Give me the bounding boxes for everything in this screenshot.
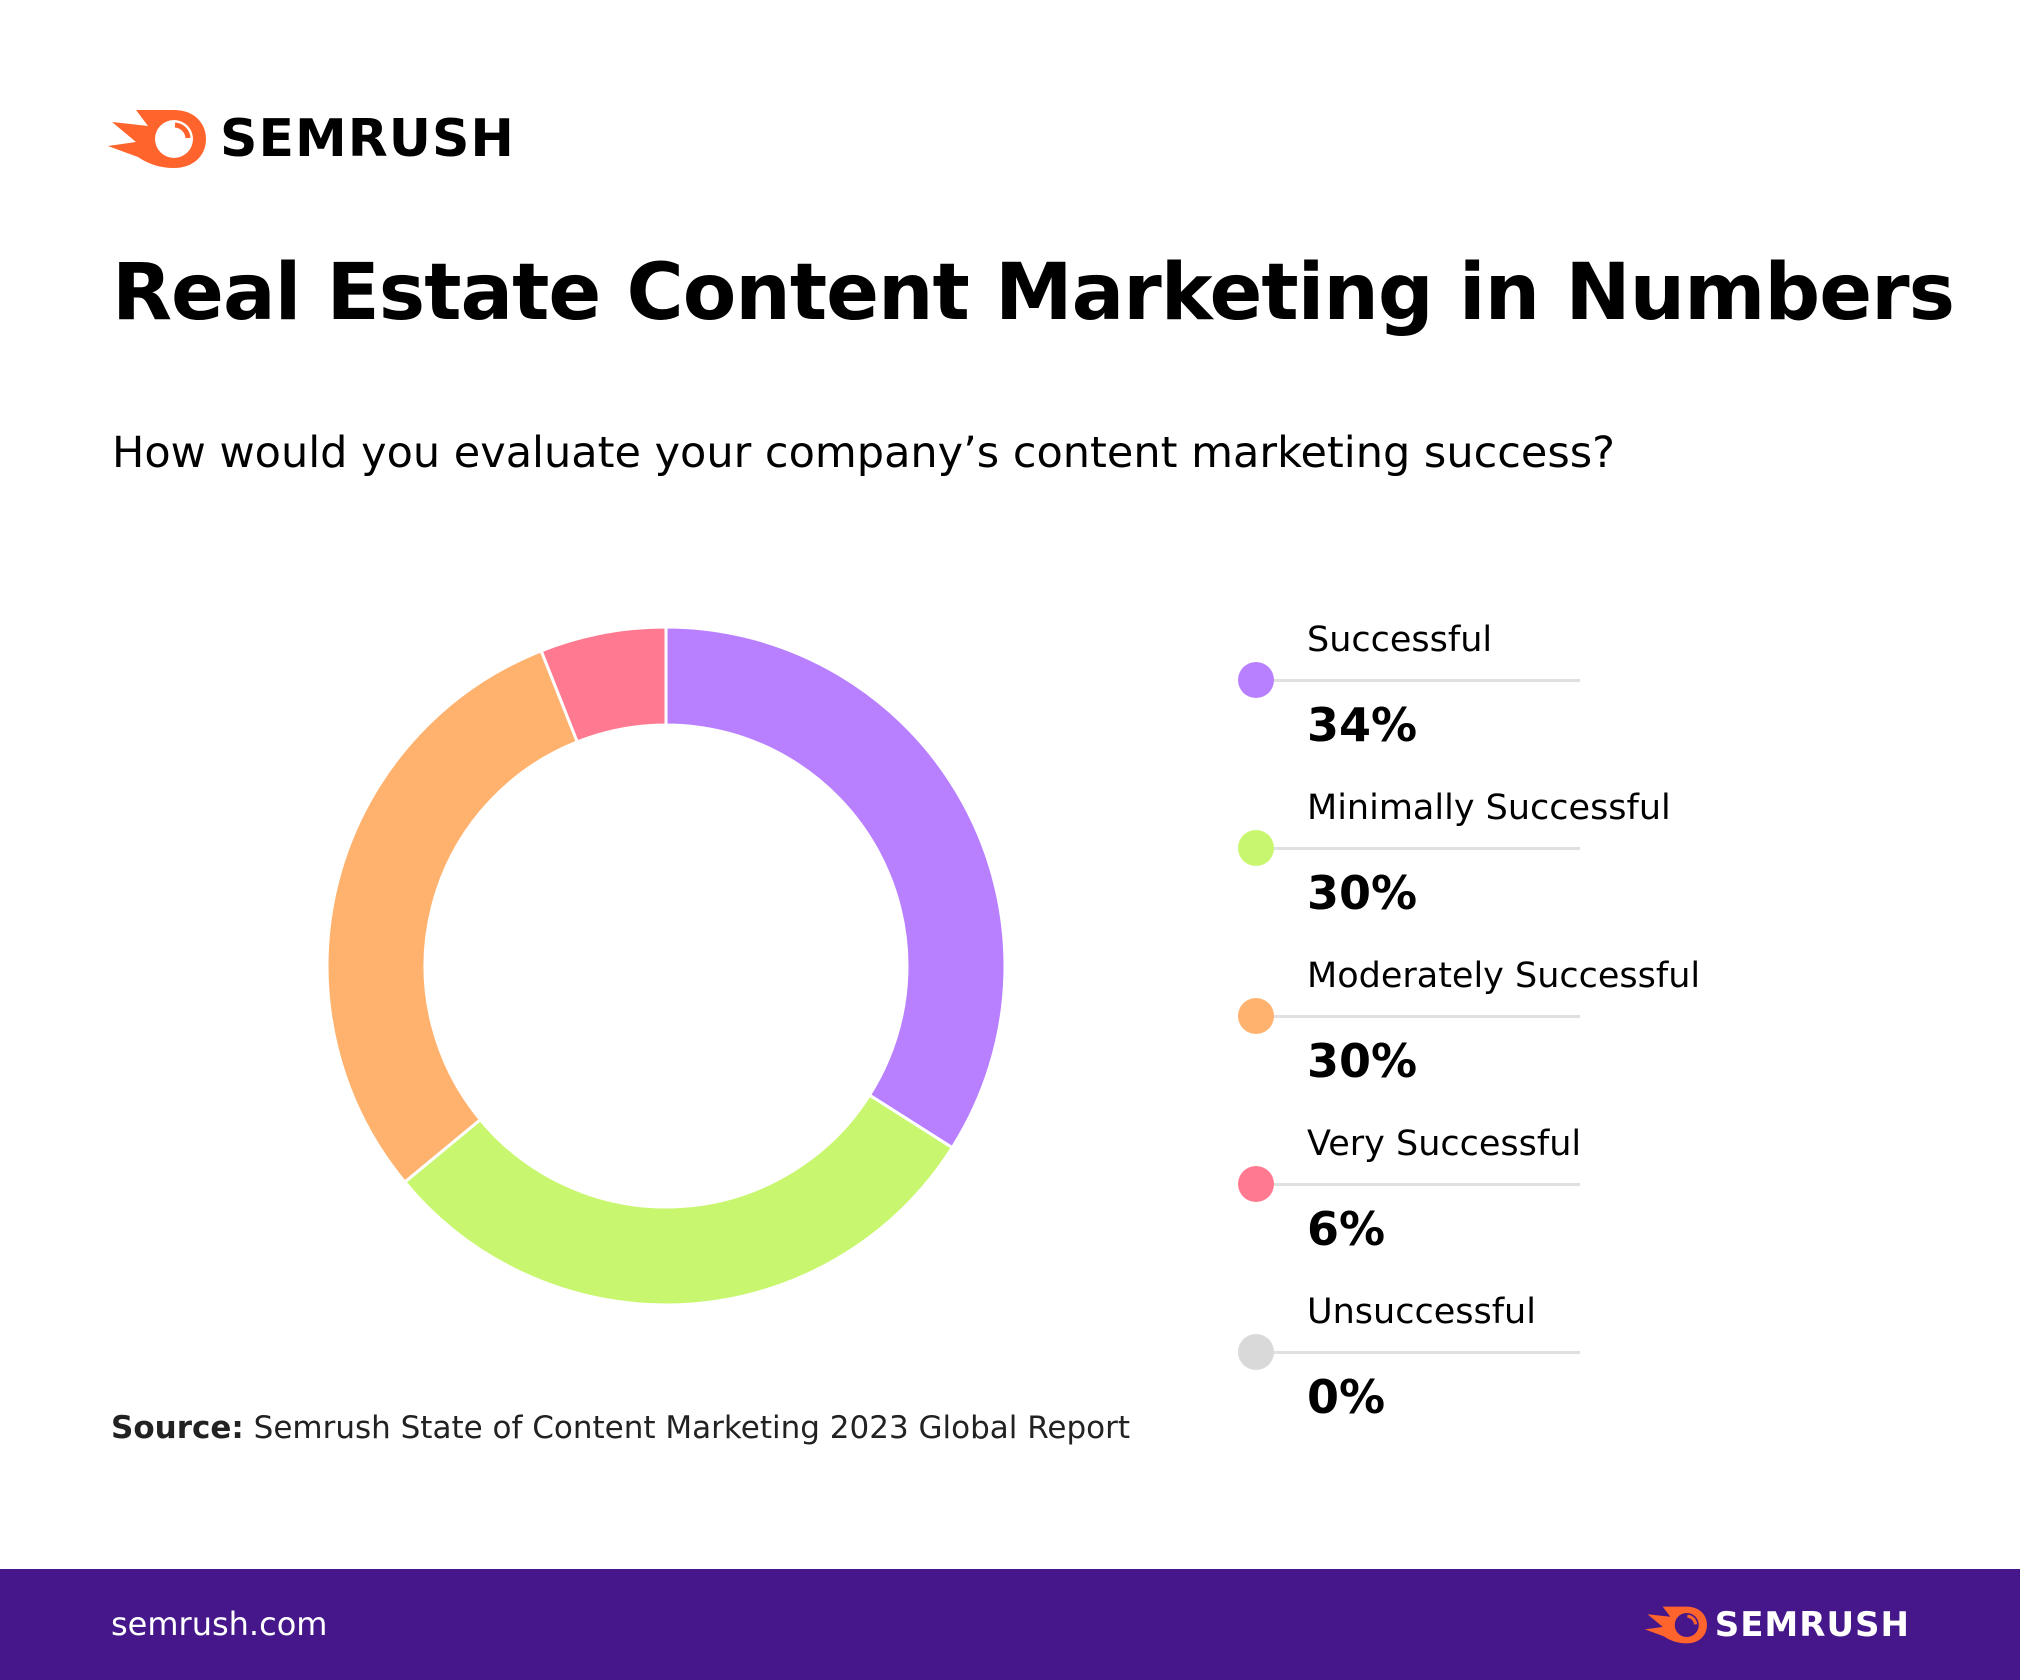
legend-label: Successful xyxy=(1307,620,1493,660)
legend-label: Moderately Successful xyxy=(1307,956,1701,996)
donut-slice-successful xyxy=(664,625,1007,1150)
legend-item: Moderately Successful 30% xyxy=(1236,956,1700,1118)
legend-divider xyxy=(1274,1015,1580,1018)
legend-item: Successful 34% xyxy=(1236,620,1636,782)
page-title: Real Estate Content Marketing in Numbers xyxy=(112,248,1955,338)
legend-divider xyxy=(1274,1351,1580,1354)
legend-value: 6% xyxy=(1307,1202,1386,1256)
legend-item: Minimally Successful 30% xyxy=(1236,788,1671,950)
legend-value: 0% xyxy=(1307,1370,1386,1424)
source-text: Semrush State of Content Marketing 2023 … xyxy=(243,1410,1131,1446)
legend-value: 34% xyxy=(1307,698,1418,752)
donut-chart xyxy=(325,625,1007,1307)
legend-dot xyxy=(1238,1334,1274,1370)
legend-divider xyxy=(1274,1183,1580,1186)
semrush-logo: SEMRUSH xyxy=(108,108,515,170)
legend-item: Unsuccessful 0% xyxy=(1236,1292,1636,1454)
legend-item: Very Successful 6% xyxy=(1236,1124,1636,1286)
legend-value: 30% xyxy=(1307,1034,1418,1088)
legend-dot xyxy=(1238,662,1274,698)
site-link[interactable]: semrush.com xyxy=(111,1605,328,1643)
legend-dot xyxy=(1238,1166,1274,1202)
legend-dot xyxy=(1238,998,1274,1034)
source-label: Source: xyxy=(111,1410,244,1446)
logo-wordmark: SEMRUSH xyxy=(220,109,515,169)
semrush-flame-icon xyxy=(108,110,206,168)
source-note: Source: Semrush State of Content Marketi… xyxy=(111,1410,1130,1446)
legend-value: 30% xyxy=(1307,866,1418,920)
legend-dot xyxy=(1238,830,1274,866)
logo-wordmark: SEMRUSH xyxy=(1714,1605,1910,1645)
semrush-logo-footer: SEMRUSH xyxy=(1644,1605,1910,1645)
chart-question: How would you evaluate your company’s co… xyxy=(112,428,1615,478)
donut-slice-very-successful xyxy=(539,625,668,744)
legend-label: Very Successful xyxy=(1307,1124,1582,1164)
donut-slice-moderately-successful xyxy=(325,648,580,1185)
legend-divider xyxy=(1274,679,1580,682)
legend-label: Unsuccessful xyxy=(1307,1292,1536,1332)
semrush-flame-icon xyxy=(1644,1606,1707,1644)
donut-slice-minimally-successful xyxy=(402,1093,955,1307)
legend-label: Minimally Successful xyxy=(1307,788,1671,828)
footer: semrush.com SEMRUSH xyxy=(0,1569,2020,1680)
legend-divider xyxy=(1274,847,1580,850)
